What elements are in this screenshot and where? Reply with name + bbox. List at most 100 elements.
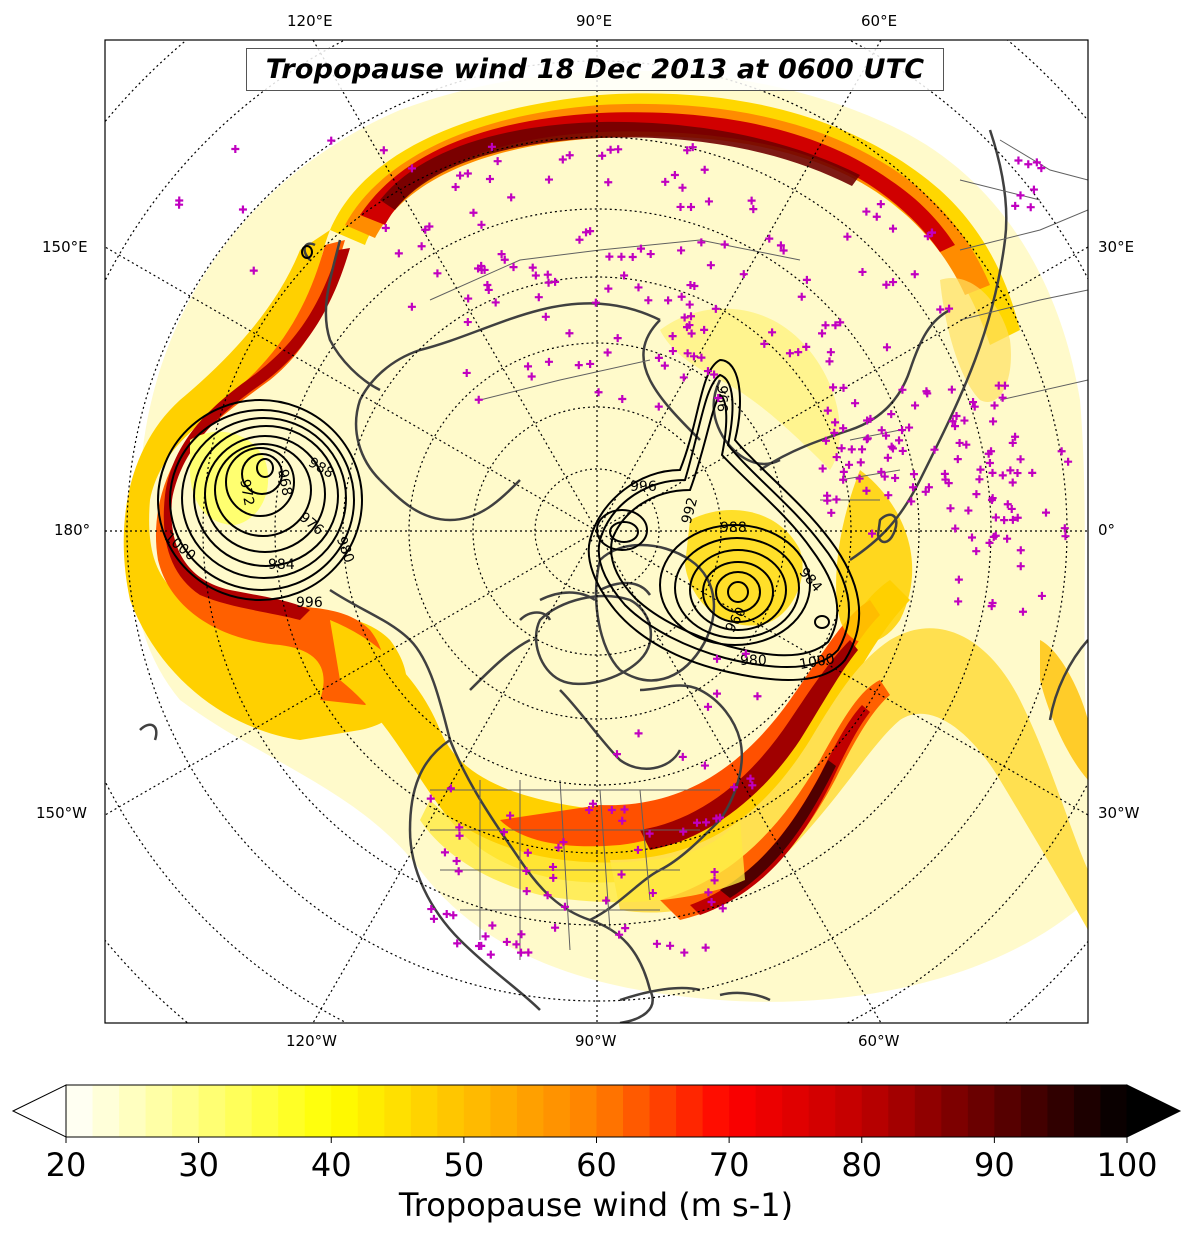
station-marker [706,261,715,270]
station-marker [877,467,886,476]
station-marker [524,948,533,957]
station-marker [868,529,877,538]
station-marker [710,370,719,379]
station-marker [1037,591,1046,600]
station-marker [549,873,558,882]
station-marker [950,422,959,431]
station-marker [703,367,712,376]
station-marker [462,368,471,377]
station-marker [882,343,891,352]
station-marker [394,249,403,258]
station-marker [1060,524,1069,533]
station-marker [680,313,689,322]
station-marker [407,164,416,173]
colorbar-swatch [623,1085,651,1137]
station-marker [407,302,416,311]
colorbar-swatch [410,1085,438,1137]
station-marker [588,799,597,808]
colorbar-swatch [941,1085,969,1137]
station-marker [620,805,629,814]
colorbar-swatch [808,1085,836,1137]
station-marker [821,321,830,330]
station-marker [802,275,811,284]
station-marker [749,205,758,214]
colorbar-swatch [1020,1085,1049,1137]
station-marker [741,649,750,658]
station-marker [614,145,623,154]
station-marker [936,305,945,314]
station-marker [823,406,832,415]
station-marker [500,828,509,837]
station-marker [832,495,841,504]
station-marker [574,361,583,370]
station-marker [678,183,687,192]
colorbar-swatch [92,1085,120,1137]
station-marker [421,225,430,234]
station-marker [654,353,663,362]
station-marker [417,242,426,251]
lon-label-bottom-90w: 90°W [575,1032,617,1050]
station-marker [883,453,892,462]
station-marker [976,465,985,474]
colorbar-swatch [1073,1085,1102,1137]
station-marker [962,440,971,449]
station-marker [464,294,473,303]
station-marker [689,352,698,361]
station-marker [474,395,483,404]
lon-label-bottom-120w: 120°W [286,1032,337,1050]
station-marker [989,417,998,426]
station-marker [454,867,463,876]
colorbar-swatches [66,1085,1128,1137]
station-marker [960,416,969,425]
station-marker [690,281,699,290]
station-marker [618,816,627,825]
station-marker [843,232,852,241]
station-marker [677,246,686,255]
colorbar-swatch [463,1085,492,1137]
station-marker [604,178,613,187]
station-marker [827,508,836,517]
station-marker [1011,432,1020,441]
station-marker [621,924,630,933]
station-marker [990,401,999,410]
station-marker [486,950,495,959]
colorbar-tick-label: 70 [708,1146,750,1184]
colorbar-swatch [914,1085,942,1137]
station-marker [898,426,907,435]
station-marker [972,547,981,556]
station-marker [830,428,839,437]
station-marker [856,458,865,467]
station-marker [634,283,643,292]
station-marker [628,252,637,261]
station-marker [877,426,886,435]
station-marker [453,939,462,948]
station-marker [831,321,840,330]
station-marker [972,490,981,499]
station-marker [776,241,785,250]
station-marker [481,932,490,941]
station-marker [948,417,957,426]
colorbar-swatch [1047,1085,1075,1137]
station-marker [837,444,846,453]
station-marker [704,197,713,206]
station-marker [446,784,455,793]
station-marker [509,263,518,272]
station-marker [654,402,663,411]
station-marker [1018,607,1027,616]
station-marker [739,270,748,279]
station-marker [612,750,621,759]
station-marker [668,332,677,341]
contour-label-988-atlantic: 988 [720,520,747,536]
station-marker [648,889,657,898]
contour-labels: 1000 996 984 976 972 968 980 988 1000 99… [161,385,836,673]
colorbar-swatch [490,1085,518,1137]
colorbar-swatch [861,1085,889,1137]
station-marker [1003,500,1012,509]
station-marker [882,280,891,289]
station-marker [565,329,574,338]
station-marker [1016,455,1025,464]
station-marker [452,857,461,866]
station-marker [617,870,626,879]
station-marker [683,349,692,358]
station-marker [928,228,937,237]
